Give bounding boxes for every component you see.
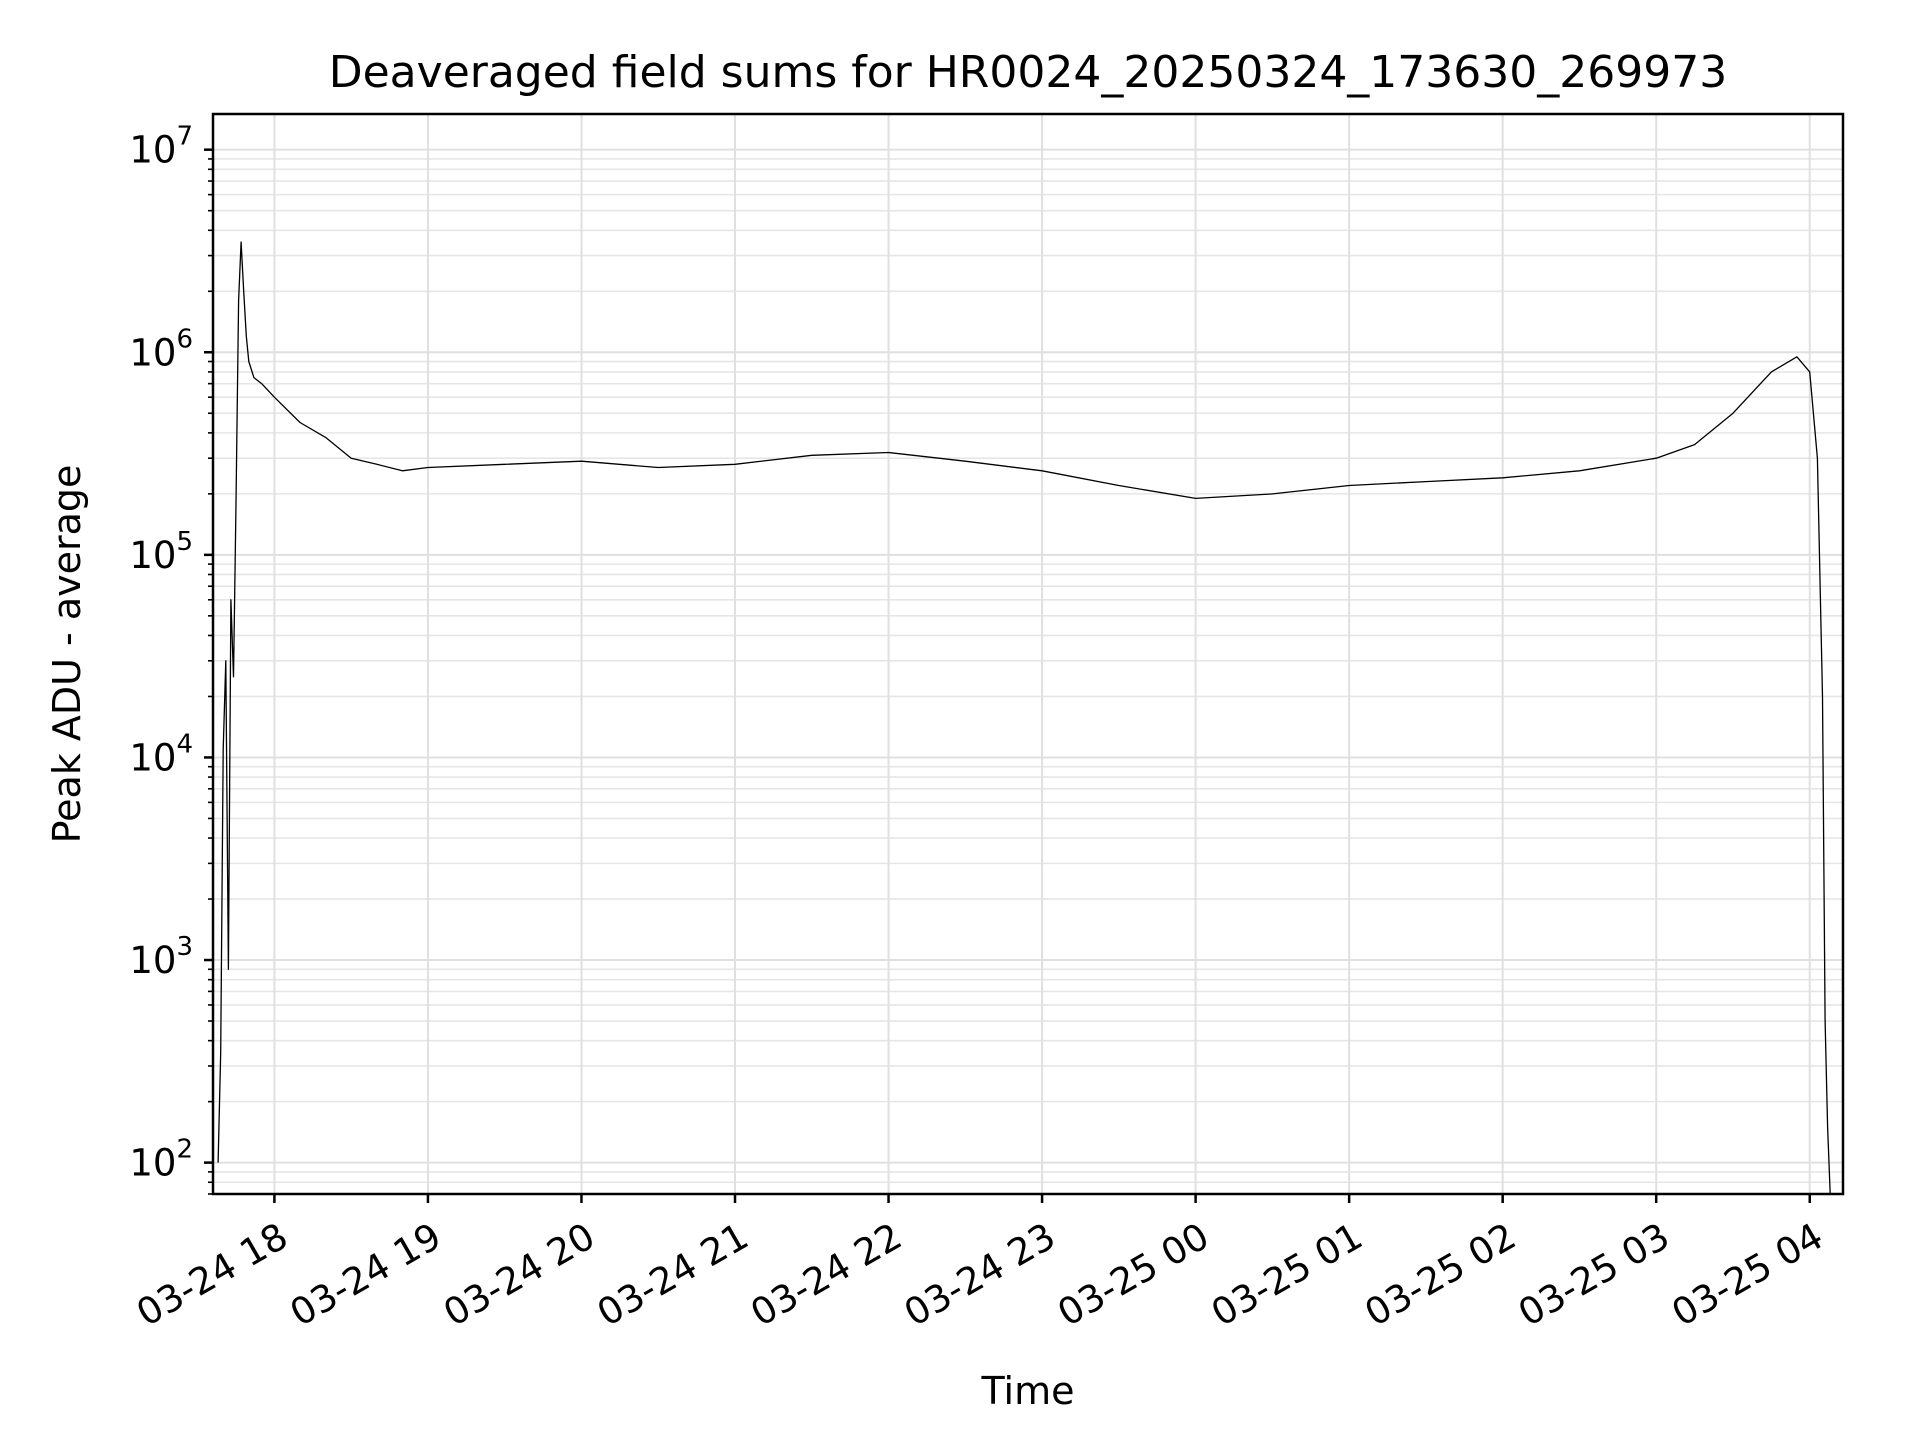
- y-axis-label: Peak ADU - average: [45, 465, 89, 844]
- minor-gridlines: [213, 158, 1843, 1195]
- y-tick-label: 102: [129, 1135, 193, 1185]
- plot-area: [217, 241, 1831, 1195]
- series-line: [217, 241, 1831, 1195]
- major-gridlines: [213, 114, 1843, 1194]
- y-tick-label: 105: [129, 527, 193, 577]
- x-axis-label: Time: [981, 1369, 1075, 1413]
- y-tick-label: 106: [129, 324, 193, 374]
- y-axis-ticks: 102 103 104 105 106 107: [129, 122, 213, 1195]
- chart-title: Deaveraged field sums for HR0024_2025032…: [329, 47, 1728, 98]
- y-tick-label: 104: [129, 729, 193, 779]
- axes-frame: [211, 112, 1845, 1196]
- y-tick-label: 103: [129, 932, 193, 982]
- y-tick-label: 107: [129, 122, 193, 172]
